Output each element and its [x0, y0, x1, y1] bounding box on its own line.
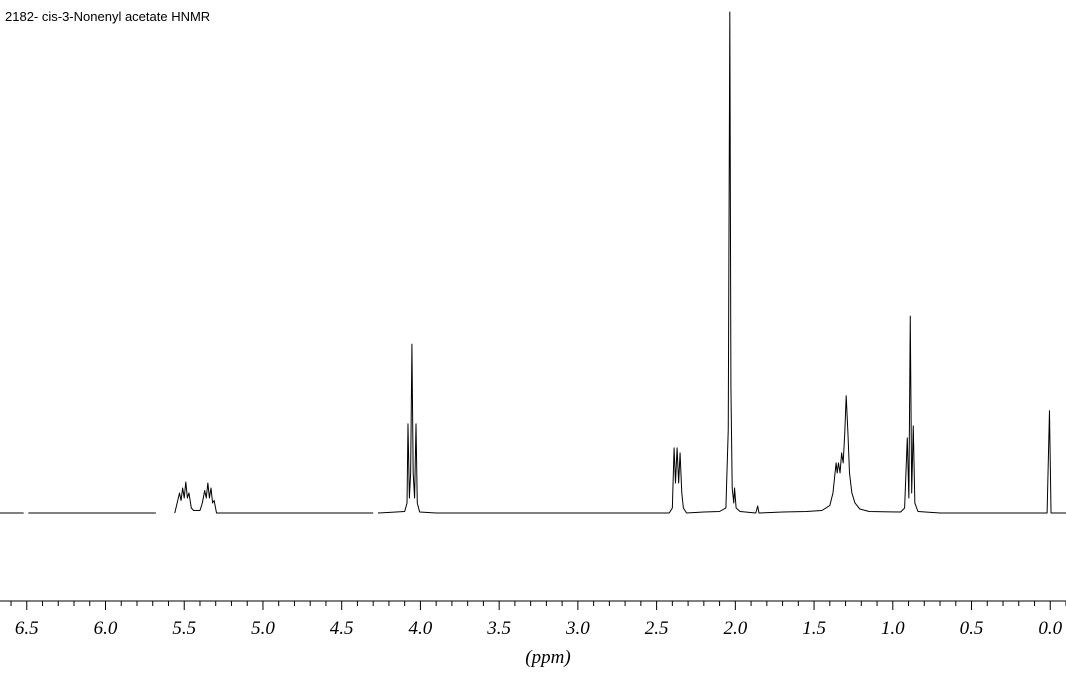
x-tick-label: 1.5	[802, 618, 826, 639]
x-tick-label: 5.0	[251, 618, 275, 639]
x-tick-label: 4.5	[330, 618, 354, 639]
x-tick-label: 2.5	[645, 618, 669, 639]
x-tick-label: 6.5	[15, 618, 39, 639]
x-tick-label: 6.0	[94, 618, 118, 639]
chart-title: 2182- cis-3-Nonenyl acetate HNMR	[5, 9, 210, 24]
x-tick-label: 5.5	[172, 618, 196, 639]
x-tick-label: 1.0	[881, 618, 905, 639]
x-tick-label: 0.0	[1038, 618, 1062, 639]
x-tick-label: 3.5	[486, 618, 511, 639]
x-tick-label: 3.0	[565, 618, 590, 639]
spectrum-line	[0, 11, 1066, 514]
x-tick-label: 2.0	[723, 618, 747, 639]
x-tick-label: 4.0	[409, 618, 433, 639]
x-axis-label: (ppm)	[525, 647, 570, 668]
x-tick-label: 0.5	[960, 618, 984, 639]
